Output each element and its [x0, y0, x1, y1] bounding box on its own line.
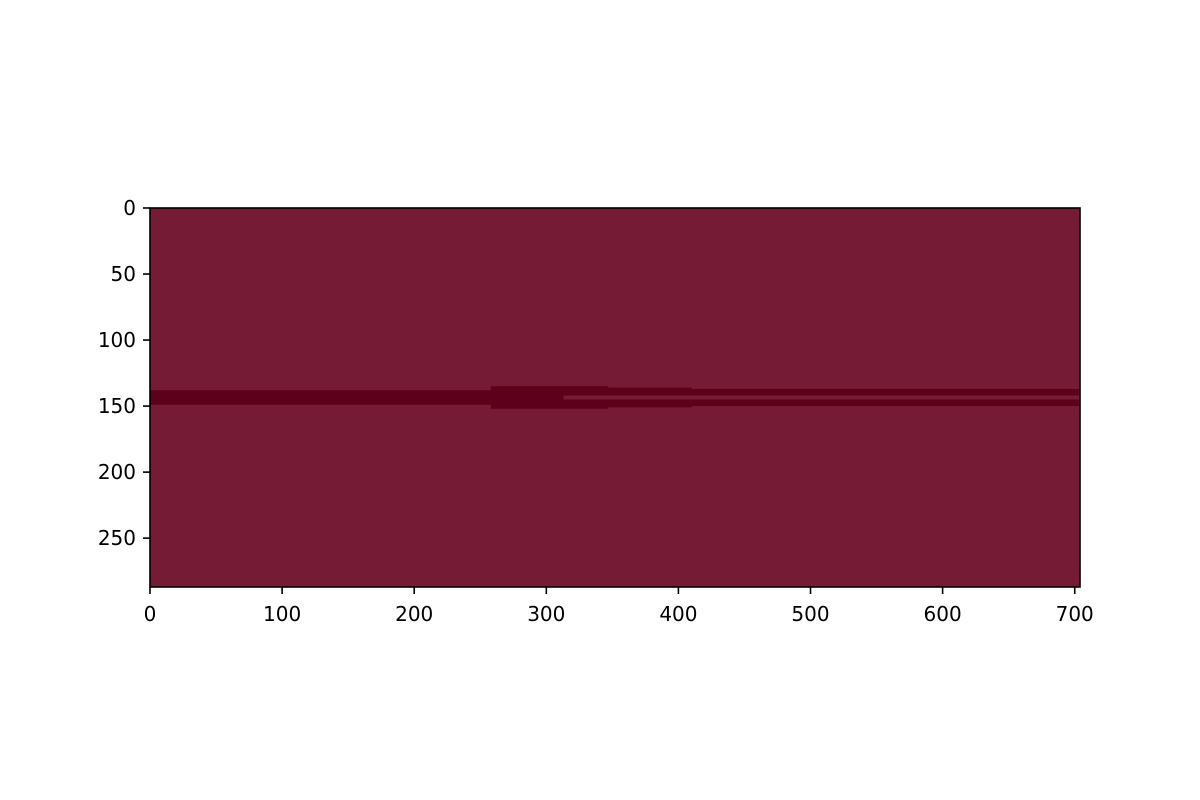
- x-tick-label: 200: [395, 602, 433, 626]
- x-tick-label: 500: [791, 602, 829, 626]
- y-tick-label: 150: [98, 394, 136, 418]
- heatmap-image: [150, 208, 1080, 587]
- y-axis: 0 50 100 150 200 250: [98, 196, 150, 550]
- y-tick-label: 100: [98, 328, 136, 352]
- x-tick-label: 100: [263, 602, 301, 626]
- y-tick-label: 200: [98, 460, 136, 484]
- y-tick-label: 250: [98, 526, 136, 550]
- x-tick-label: 700: [1056, 602, 1094, 626]
- x-tick-label: 0: [144, 602, 157, 626]
- x-axis: 0 100 200 300 400 500 600 700: [144, 587, 1094, 626]
- y-tick-label: 50: [111, 262, 136, 286]
- x-tick-label: 600: [924, 602, 962, 626]
- plot-frame: [149, 207, 1081, 588]
- heatmap-band-1: [150, 390, 491, 405]
- x-tick-label: 400: [659, 602, 697, 626]
- heatmap-band-2: [490, 386, 609, 409]
- heatmap-gap-1: [563, 395, 1080, 400]
- x-tick-label: 300: [527, 602, 565, 626]
- y-tick-label: 0: [123, 196, 136, 220]
